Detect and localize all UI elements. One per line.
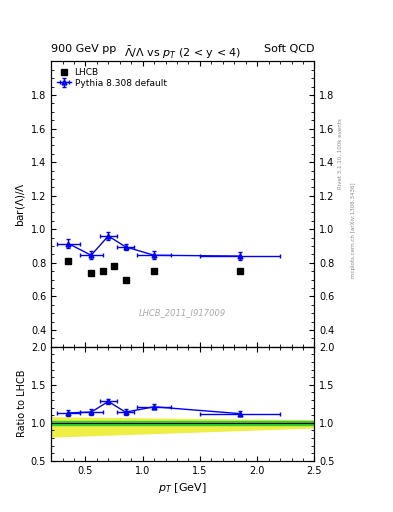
Text: Soft QCD: Soft QCD <box>264 44 314 54</box>
Text: LHCB_2011_I917009: LHCB_2011_I917009 <box>139 308 226 317</box>
Y-axis label: bar($\Lambda$)/$\Lambda$: bar($\Lambda$)/$\Lambda$ <box>14 182 27 226</box>
Legend: LHCB, Pythia 8.308 default: LHCB, Pythia 8.308 default <box>55 66 168 90</box>
Text: mcplots.cern.ch [arXiv:1306.3436]: mcplots.cern.ch [arXiv:1306.3436] <box>351 183 356 278</box>
LHCB <box>89 270 94 276</box>
Title: $\bar{\Lambda}/\Lambda$ vs $p_T$ (2 < y < 4): $\bar{\Lambda}/\Lambda$ vs $p_T$ (2 < y … <box>124 45 241 61</box>
Text: Rivet 3.1.10, 100k events: Rivet 3.1.10, 100k events <box>338 118 342 189</box>
LHCB <box>66 258 71 264</box>
LHCB <box>112 263 116 269</box>
LHCB <box>100 268 105 274</box>
LHCB <box>238 268 242 274</box>
LHCB <box>152 268 156 274</box>
Y-axis label: Ratio to LHCB: Ratio to LHCB <box>17 370 27 437</box>
Text: 900 GeV pp: 900 GeV pp <box>51 44 116 54</box>
X-axis label: $p_T$ [GeV]: $p_T$ [GeV] <box>158 481 207 495</box>
LHCB <box>123 276 128 283</box>
Line: LHCB: LHCB <box>65 258 243 283</box>
